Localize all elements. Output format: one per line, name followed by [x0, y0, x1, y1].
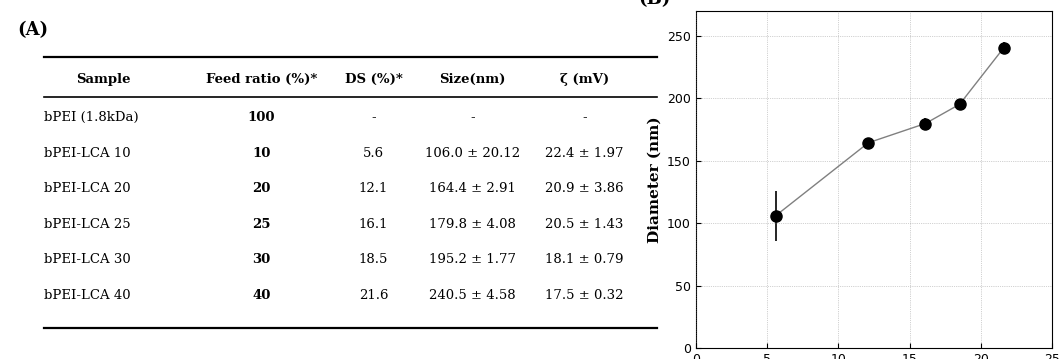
Text: bPEI-LCA 10: bPEI-LCA 10 — [44, 146, 131, 160]
Text: bPEI-LCA 20: bPEI-LCA 20 — [44, 182, 131, 195]
Text: Sample: Sample — [75, 73, 131, 86]
Text: bPEI-LCA 40: bPEI-LCA 40 — [44, 289, 131, 302]
Text: DS (%)*: DS (%)* — [344, 73, 403, 86]
Text: 21.6: 21.6 — [358, 289, 388, 302]
Text: 18.5: 18.5 — [359, 253, 388, 266]
Text: -: - — [470, 111, 475, 124]
Text: bPEI (1.8kDa): bPEI (1.8kDa) — [44, 111, 138, 124]
Text: 100: 100 — [248, 111, 275, 124]
Text: 20.9 ± 3.86: 20.9 ± 3.86 — [545, 182, 624, 195]
Text: 40: 40 — [252, 289, 270, 302]
Text: 10: 10 — [252, 146, 270, 160]
Text: 30: 30 — [252, 253, 270, 266]
Text: bPEI-LCA 25: bPEI-LCA 25 — [44, 218, 131, 231]
Text: 240.5 ± 4.58: 240.5 ± 4.58 — [429, 289, 516, 302]
Text: 195.2 ± 1.77: 195.2 ± 1.77 — [429, 253, 516, 266]
Text: 164.4 ± 2.91: 164.4 ± 2.91 — [429, 182, 516, 195]
Text: 18.1 ± 0.79: 18.1 ± 0.79 — [545, 253, 624, 266]
Text: 5.6: 5.6 — [362, 146, 384, 160]
Text: 20.5 ± 1.43: 20.5 ± 1.43 — [545, 218, 624, 231]
Text: 16.1: 16.1 — [358, 218, 388, 231]
Text: 179.8 ± 4.08: 179.8 ± 4.08 — [429, 218, 516, 231]
Text: 20: 20 — [252, 182, 270, 195]
Text: (A): (A) — [17, 21, 48, 39]
Text: -: - — [583, 111, 587, 124]
Text: -: - — [371, 111, 376, 124]
Text: ζ (mV): ζ (mV) — [560, 73, 609, 86]
Y-axis label: Diameter (nm): Diameter (nm) — [647, 116, 661, 243]
Text: (B): (B) — [639, 0, 671, 9]
Text: Size(nm): Size(nm) — [439, 73, 506, 86]
Text: 106.0 ± 20.12: 106.0 ± 20.12 — [425, 146, 520, 160]
Text: Feed ratio (%)*: Feed ratio (%)* — [205, 73, 317, 86]
Text: bPEI-LCA 30: bPEI-LCA 30 — [44, 253, 131, 266]
Text: 25: 25 — [252, 218, 271, 231]
Text: 17.5 ± 0.32: 17.5 ± 0.32 — [545, 289, 624, 302]
Text: 12.1: 12.1 — [359, 182, 388, 195]
Text: 22.4 ± 1.97: 22.4 ± 1.97 — [545, 146, 624, 160]
